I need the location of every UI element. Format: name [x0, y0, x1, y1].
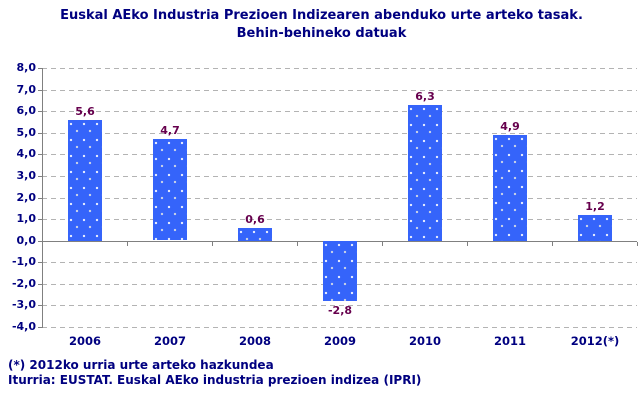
x-axis-tick — [212, 242, 213, 246]
chart-title: Euskal AEko Industria Prezioen Indizeare… — [0, 7, 643, 43]
x-axis-tick — [552, 242, 553, 246]
y-axis-label: 0,0 — [16, 234, 37, 247]
chart-footnotes: (*) 2012ko urria urte arteko hazkundea I… — [8, 358, 421, 388]
data-label-2006: 5,6 — [75, 105, 95, 118]
x-axis-label-2011: 2011 — [493, 334, 526, 348]
data-label-2007: 4,7 — [160, 124, 180, 137]
y-axis-label: -2,0 — [11, 277, 36, 290]
y-axis-tick — [38, 176, 42, 177]
y-axis-label: 3,0 — [16, 169, 37, 182]
y-axis-tick — [38, 327, 42, 328]
y-axis-label: 5,0 — [16, 126, 37, 139]
data-label-2011: 4,9 — [500, 120, 520, 133]
footnote-asterisk: (*) 2012ko urria urte arteko hazkundea — [8, 358, 274, 372]
y-axis-tick — [38, 219, 42, 220]
y-axis-label: 4,0 — [16, 147, 37, 160]
y-axis-tick — [38, 198, 42, 199]
bar-2007 — [153, 139, 187, 240]
gridline — [42, 133, 637, 134]
gridline — [42, 198, 637, 199]
y-axis-label: 6,0 — [16, 104, 37, 117]
gridline — [42, 68, 637, 69]
x-axis-tick — [382, 242, 383, 246]
gridline — [42, 305, 637, 306]
x-axis-tick — [297, 242, 298, 246]
bar-2012(*) — [578, 215, 612, 241]
y-axis-label: 2,0 — [16, 191, 37, 204]
bar-2009 — [323, 241, 357, 301]
y-axis-tick — [38, 133, 42, 134]
x-axis-label-2007: 2007 — [153, 334, 186, 348]
data-label-2008: 0,6 — [245, 213, 265, 226]
y-axis-tick — [38, 284, 42, 285]
y-axis-label: 8,0 — [16, 61, 37, 74]
bar-2008 — [238, 228, 272, 241]
gridline — [42, 176, 637, 177]
footnote-source: Iturria: EUSTAT. Euskal AEko industria p… — [8, 373, 422, 387]
x-axis-label-2008: 2008 — [238, 334, 271, 348]
chart-title-line1: Euskal AEko Industria Prezioen Indizeare… — [60, 8, 583, 23]
y-axis-tick — [38, 111, 42, 112]
y-axis-label: -4,0 — [11, 320, 36, 333]
y-axis-tick — [38, 90, 42, 91]
bar-2010 — [408, 105, 442, 241]
y-axis-line — [42, 68, 43, 328]
x-axis-tick — [637, 242, 638, 246]
gridline — [42, 154, 637, 155]
x-axis-label-2012(*): 2012(*) — [570, 334, 620, 348]
data-label-2010: 6,3 — [415, 90, 435, 103]
y-axis-tick — [38, 154, 42, 155]
x-axis-label-2010: 2010 — [408, 334, 441, 348]
y-axis-tick — [38, 305, 42, 306]
bar-2011 — [493, 135, 527, 241]
y-axis-label: -1,0 — [11, 255, 36, 268]
y-axis-tick — [38, 262, 42, 263]
gridline — [42, 111, 637, 112]
chart-title-line2: Behin-behineko datuak — [236, 26, 407, 41]
gridline — [42, 90, 637, 91]
y-axis-label: 7,0 — [16, 83, 37, 96]
y-axis-label: -3,0 — [11, 298, 36, 311]
y-axis-label: 1,0 — [16, 212, 37, 225]
data-label-2009: -2,8 — [327, 304, 353, 317]
x-axis-label-2006: 2006 — [68, 334, 101, 348]
y-axis-tick — [38, 241, 42, 242]
y-axis-tick — [38, 68, 42, 69]
data-label-2012(*): 1,2 — [585, 200, 605, 213]
gridline — [42, 219, 637, 220]
x-axis-tick — [127, 242, 128, 246]
x-axis-label-2009: 2009 — [323, 334, 356, 348]
gridline — [42, 327, 637, 328]
x-axis-tick — [467, 242, 468, 246]
bar-2006 — [68, 120, 102, 241]
